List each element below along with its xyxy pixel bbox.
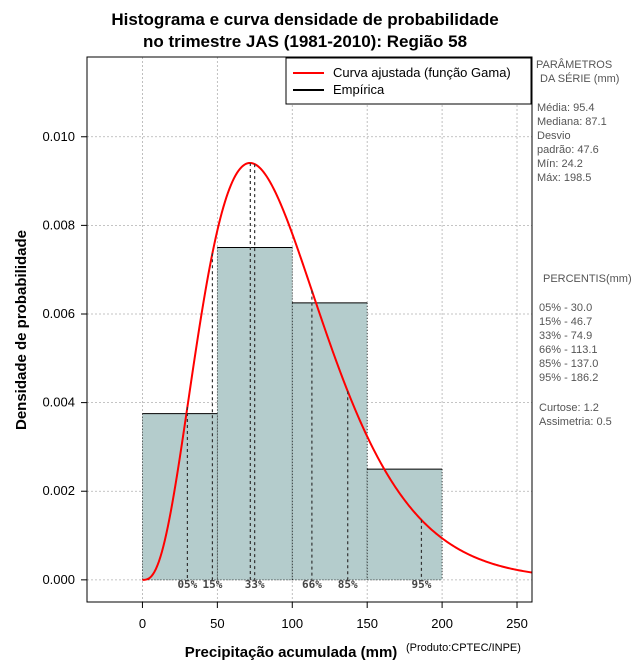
param-line: Média: 95.4 — [537, 102, 594, 114]
param-line: Máx: 198.5 — [537, 172, 591, 184]
legend-box — [285, 57, 532, 105]
x-tick-label: 100 — [281, 616, 303, 631]
gamma-curve-layer — [142, 161, 533, 581]
histogram-bar — [142, 413, 218, 580]
percentil-line: 05% - 30.0 — [539, 302, 592, 314]
y-tick-label: 0.004 — [42, 395, 75, 410]
x-axis-label: Precipitação acumulada (mm) — [185, 644, 398, 660]
credit-text: (Produto:CPTEC/INPE) — [406, 642, 521, 654]
chart-title-line2: no trimestre JAS (1981-2010): Região 58 — [143, 32, 467, 51]
y-tick-label: 0.000 — [42, 572, 75, 587]
param-line: Desvio — [537, 130, 571, 142]
legend-label-empirical: Empírica — [333, 82, 385, 97]
percentil-line: 15% - 46.7 — [539, 316, 592, 328]
param-line: Mín: 24.2 — [537, 158, 583, 170]
percentis-heading: PERCENTIS(mm) — [543, 273, 632, 285]
y-tick-label: 0.002 — [42, 483, 75, 498]
parameters-panel: PARÂMETROS DA SÉRIE (mm) Média: 95.4 Med… — [536, 58, 619, 184]
histogram-bar — [292, 302, 368, 580]
x-tick-label: 150 — [356, 616, 378, 631]
percentile-marker-label: 66% — [302, 578, 322, 591]
x-tick-label: 250 — [506, 616, 528, 631]
y-tick-label: 0.008 — [42, 217, 75, 232]
chart-title-line1: Histograma e curva densidade de probabil… — [111, 10, 498, 29]
parameters-heading: PARÂMETROS — [536, 58, 612, 71]
y-axis-ticks: 0.000 0.002 0.004 0.006 0.008 0.010 — [42, 129, 87, 587]
percentil-line: 95% - 186.2 — [539, 372, 598, 384]
x-tick-label: 0 — [139, 616, 146, 631]
percentile-marker-label: 15% — [202, 578, 222, 591]
percentile-marker-label: 85% — [338, 578, 358, 591]
percentile-marker-label: 33% — [245, 578, 265, 591]
y-tick-label: 0.010 — [42, 129, 75, 144]
percentile-marker-label: 95% — [411, 578, 431, 591]
percentile-markers: 05% 15% 33% 66% 85% 95% — [177, 162, 432, 591]
percentil-line: 33% - 74.9 — [539, 330, 592, 342]
percentile-marker-label: 05% — [177, 578, 197, 591]
x-tick-label: 50 — [210, 616, 224, 631]
gamma-curve — [142, 161, 533, 581]
param-line: Mediana: 87.1 — [537, 116, 607, 128]
percentis-panel: PERCENTIS(mm) 05% - 30.0 15% - 46.7 33% … — [539, 273, 632, 428]
y-tick-label: 0.006 — [42, 306, 75, 321]
curtose-line: Curtose: 1.2 — [539, 402, 599, 414]
histogram-bar — [367, 469, 443, 580]
percentil-line: 66% - 113.1 — [539, 344, 598, 356]
plot-frame — [86, 56, 533, 603]
assimetria-line: Assimetria: 0.5 — [539, 416, 612, 428]
legend-label-curve: Curva ajustada (função Gama) — [333, 65, 511, 80]
percentil-line: 85% - 137.0 — [539, 358, 598, 370]
param-line: padrão: 47.6 — [537, 144, 599, 156]
y-axis-label: Densidade de probabilidade — [13, 230, 30, 430]
parameters-subheading: DA SÉRIE (mm) — [540, 72, 619, 85]
x-axis-ticks: 0 50 100 150 200 250 — [139, 602, 528, 631]
x-tick-label: 200 — [431, 616, 453, 631]
legend: Curva ajustada (função Gama) Empírica — [285, 57, 532, 105]
